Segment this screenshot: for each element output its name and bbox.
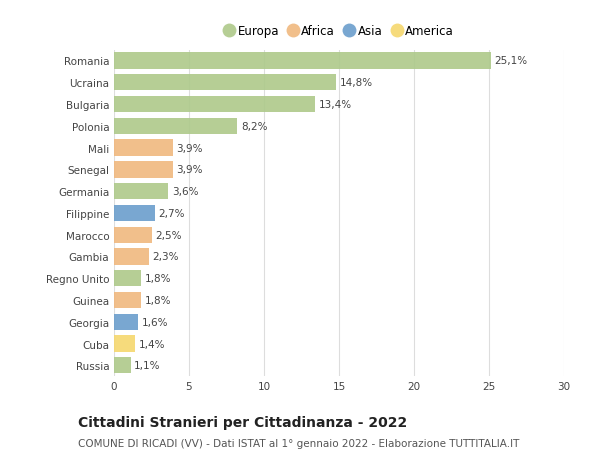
- Text: 1,8%: 1,8%: [145, 295, 171, 305]
- Text: 8,2%: 8,2%: [241, 122, 267, 132]
- Bar: [114, 227, 151, 243]
- Bar: [114, 314, 138, 330]
- Text: 3,9%: 3,9%: [176, 165, 203, 175]
- Text: COMUNE DI RICADI (VV) - Dati ISTAT al 1° gennaio 2022 - Elaborazione TUTTITALIA.: COMUNE DI RICADI (VV) - Dati ISTAT al 1°…: [78, 438, 520, 448]
- Text: 2,5%: 2,5%: [155, 230, 182, 240]
- Bar: [114, 205, 155, 222]
- Text: 3,6%: 3,6%: [172, 187, 198, 197]
- Text: 1,1%: 1,1%: [134, 360, 161, 370]
- Text: 13,4%: 13,4%: [319, 100, 352, 110]
- Bar: [114, 140, 173, 157]
- Bar: [114, 118, 237, 134]
- Bar: [114, 184, 168, 200]
- Bar: [114, 292, 141, 308]
- Bar: [114, 249, 149, 265]
- Legend: Europa, Africa, Asia, America: Europa, Africa, Asia, America: [220, 21, 458, 43]
- Text: 1,6%: 1,6%: [142, 317, 168, 327]
- Bar: [114, 53, 491, 69]
- Bar: [114, 75, 336, 91]
- Text: 2,7%: 2,7%: [158, 208, 185, 218]
- Text: 1,4%: 1,4%: [139, 339, 165, 349]
- Text: 2,3%: 2,3%: [152, 252, 179, 262]
- Text: 3,9%: 3,9%: [176, 143, 203, 153]
- Bar: [114, 336, 135, 352]
- Bar: [114, 162, 173, 178]
- Text: Cittadini Stranieri per Cittadinanza - 2022: Cittadini Stranieri per Cittadinanza - 2…: [78, 415, 407, 429]
- Bar: [114, 358, 131, 374]
- Bar: [114, 97, 315, 113]
- Text: 14,8%: 14,8%: [340, 78, 373, 88]
- Bar: [114, 270, 141, 287]
- Text: 1,8%: 1,8%: [145, 274, 171, 284]
- Text: 25,1%: 25,1%: [494, 56, 527, 67]
